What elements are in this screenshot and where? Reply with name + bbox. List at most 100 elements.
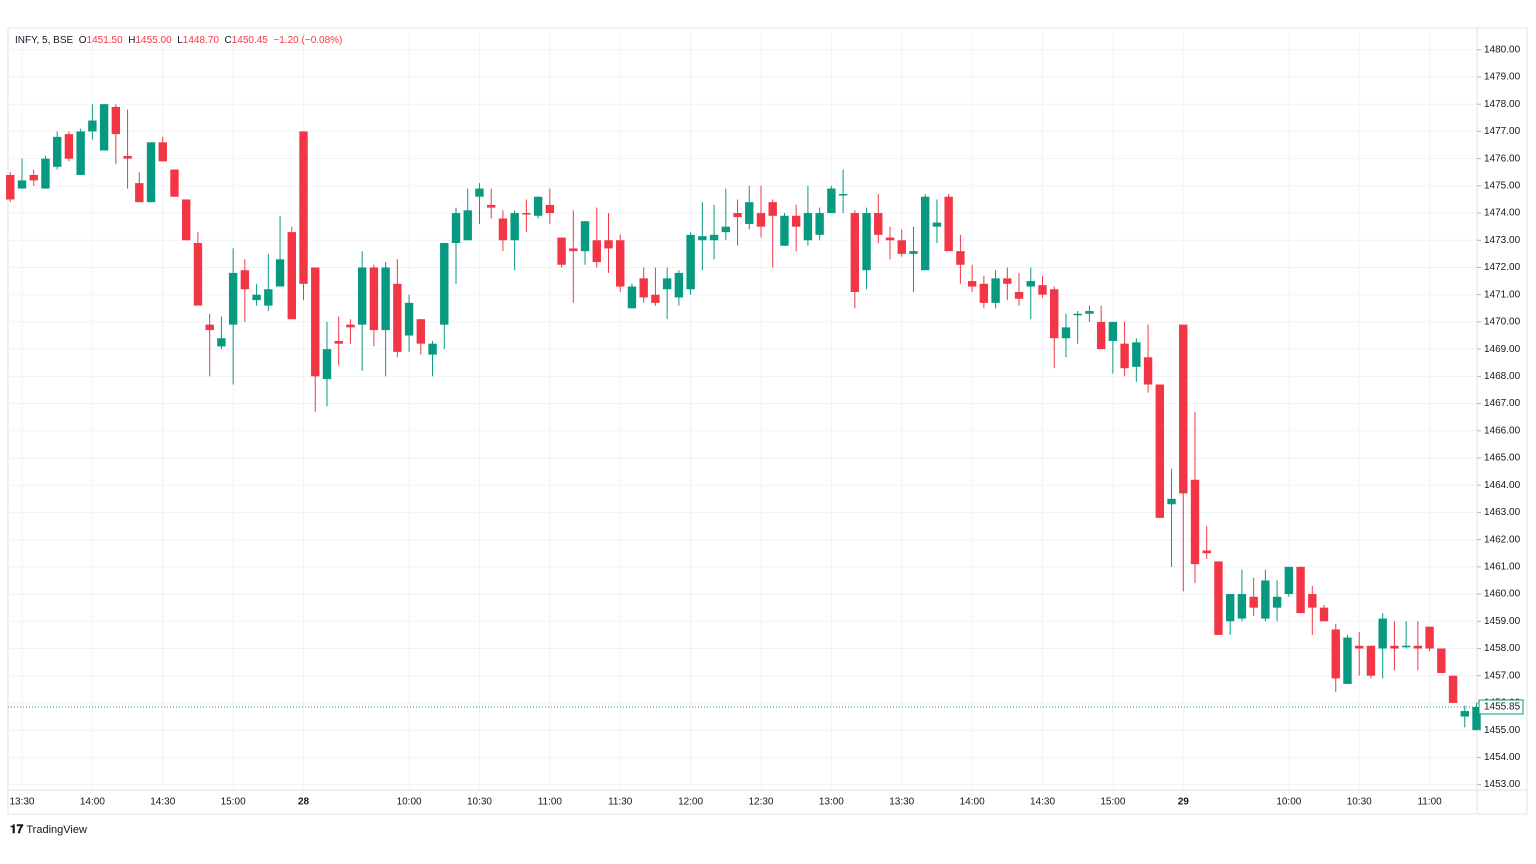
brand: TradingView (26, 824, 87, 836)
x-tick-label: 13:30 (9, 797, 34, 808)
candle-body (780, 215, 789, 246)
candle-body (311, 267, 320, 377)
y-tick-label: 1464.00 (1484, 480, 1521, 491)
y-tick-label: 1459.00 (1484, 616, 1521, 627)
l-label: L (177, 35, 183, 46)
candle-body (709, 234, 719, 241)
candle-body (1413, 645, 1423, 649)
candle-body (111, 106, 121, 135)
x-tick-label: 11:00 (538, 797, 563, 808)
x-tick-label: 14:00 (80, 797, 105, 808)
candle-body (416, 319, 426, 344)
candle-body (404, 302, 414, 336)
y-tick-label: 1470.00 (1484, 317, 1521, 328)
x-tick-label: 13:00 (819, 797, 844, 808)
candle-body (1085, 311, 1094, 314)
candle-body (1425, 626, 1434, 649)
candles (6, 104, 1481, 731)
x-tick-label: 10:30 (467, 797, 492, 808)
candle-body (440, 242, 449, 325)
y-tick-label: 1468.00 (1484, 371, 1521, 382)
x-tick-label: 14:00 (960, 797, 985, 808)
x-tick-label: 12:00 (678, 797, 703, 808)
candle-body (616, 240, 625, 287)
candle-body (815, 213, 824, 235)
candle-body (6, 174, 15, 200)
symbol: INFY, 5, BSE (15, 35, 74, 46)
candle-body (639, 278, 648, 298)
candle-body (123, 155, 132, 159)
candle-body (334, 340, 343, 344)
x-tick-label: 28 (298, 797, 310, 808)
x-tick-label: 10:00 (397, 797, 422, 808)
candle-body (1167, 498, 1176, 505)
candle-body (1378, 618, 1387, 649)
candle-body (721, 226, 730, 233)
candle-body (29, 174, 38, 181)
candle-body (1225, 594, 1235, 622)
candle-body (885, 237, 895, 241)
x-tick-label: 14:30 (1030, 797, 1055, 808)
close-value: 1450.45 (231, 35, 268, 46)
candle-body (1437, 648, 1446, 673)
candle-body (463, 210, 472, 241)
candle-body (146, 142, 156, 203)
grid (8, 28, 1477, 790)
change-value: −1.20 (−0.08%) (273, 35, 343, 46)
candle-body (264, 289, 273, 306)
candle-body (1237, 594, 1247, 619)
y-tick-label: 1467.00 (1484, 398, 1521, 409)
candle-body (932, 222, 942, 227)
candle-body (17, 180, 27, 189)
candle-body (604, 240, 613, 249)
candle-body (193, 242, 203, 306)
y-tick-label: 1466.00 (1484, 425, 1521, 436)
candle-body (1401, 645, 1411, 648)
x-tick-label: 11:30 (608, 797, 633, 808)
candle-body (52, 136, 62, 167)
x-tick-label: 12:30 (748, 797, 773, 808)
candle-body (1460, 711, 1469, 717)
y-tick-label: 1478.00 (1484, 99, 1521, 110)
candle-body (979, 283, 989, 303)
candle-body (897, 240, 906, 254)
candle-body (135, 183, 144, 203)
candle-body (662, 278, 672, 290)
y-tick-label: 1474.00 (1484, 208, 1521, 219)
y-tick-label: 1465.00 (1484, 453, 1521, 464)
candle-body (428, 343, 437, 355)
open-value: 1451.50 (86, 35, 123, 46)
candle-body (88, 120, 97, 132)
candle-body (41, 158, 50, 189)
x-tick-label: 15:00 (221, 797, 246, 808)
y-tick-label: 1457.00 (1484, 670, 1521, 681)
candle-body (451, 213, 461, 243)
logo-icon: 𝟏𝟕 (10, 822, 24, 836)
candle-body (827, 188, 836, 214)
candle-body (921, 196, 930, 271)
candle-body (369, 267, 379, 331)
candle-body (909, 251, 918, 254)
candle-body (64, 134, 74, 159)
candle-body (1143, 357, 1153, 385)
last-price-box (1478, 699, 1524, 715)
candle-body (1390, 645, 1399, 649)
candle-body (592, 240, 601, 263)
x-tick-label: 13:30 (889, 797, 914, 808)
candle-body (967, 281, 977, 287)
candle-body (346, 324, 355, 328)
candle-body (1038, 285, 1047, 295)
candle-body (158, 142, 167, 162)
candle-body (686, 234, 695, 290)
candle-body (252, 294, 261, 301)
candle-body (674, 272, 684, 298)
candle-body (1155, 384, 1165, 518)
candle-body (1003, 278, 1012, 284)
candle-body (1050, 289, 1059, 339)
candle-body (1249, 596, 1258, 608)
logo[interactable]: 𝟏𝟕 TradingView (10, 822, 87, 837)
candle-body (1472, 706, 1481, 731)
candle-body (275, 259, 285, 287)
candle-body (1308, 594, 1317, 608)
